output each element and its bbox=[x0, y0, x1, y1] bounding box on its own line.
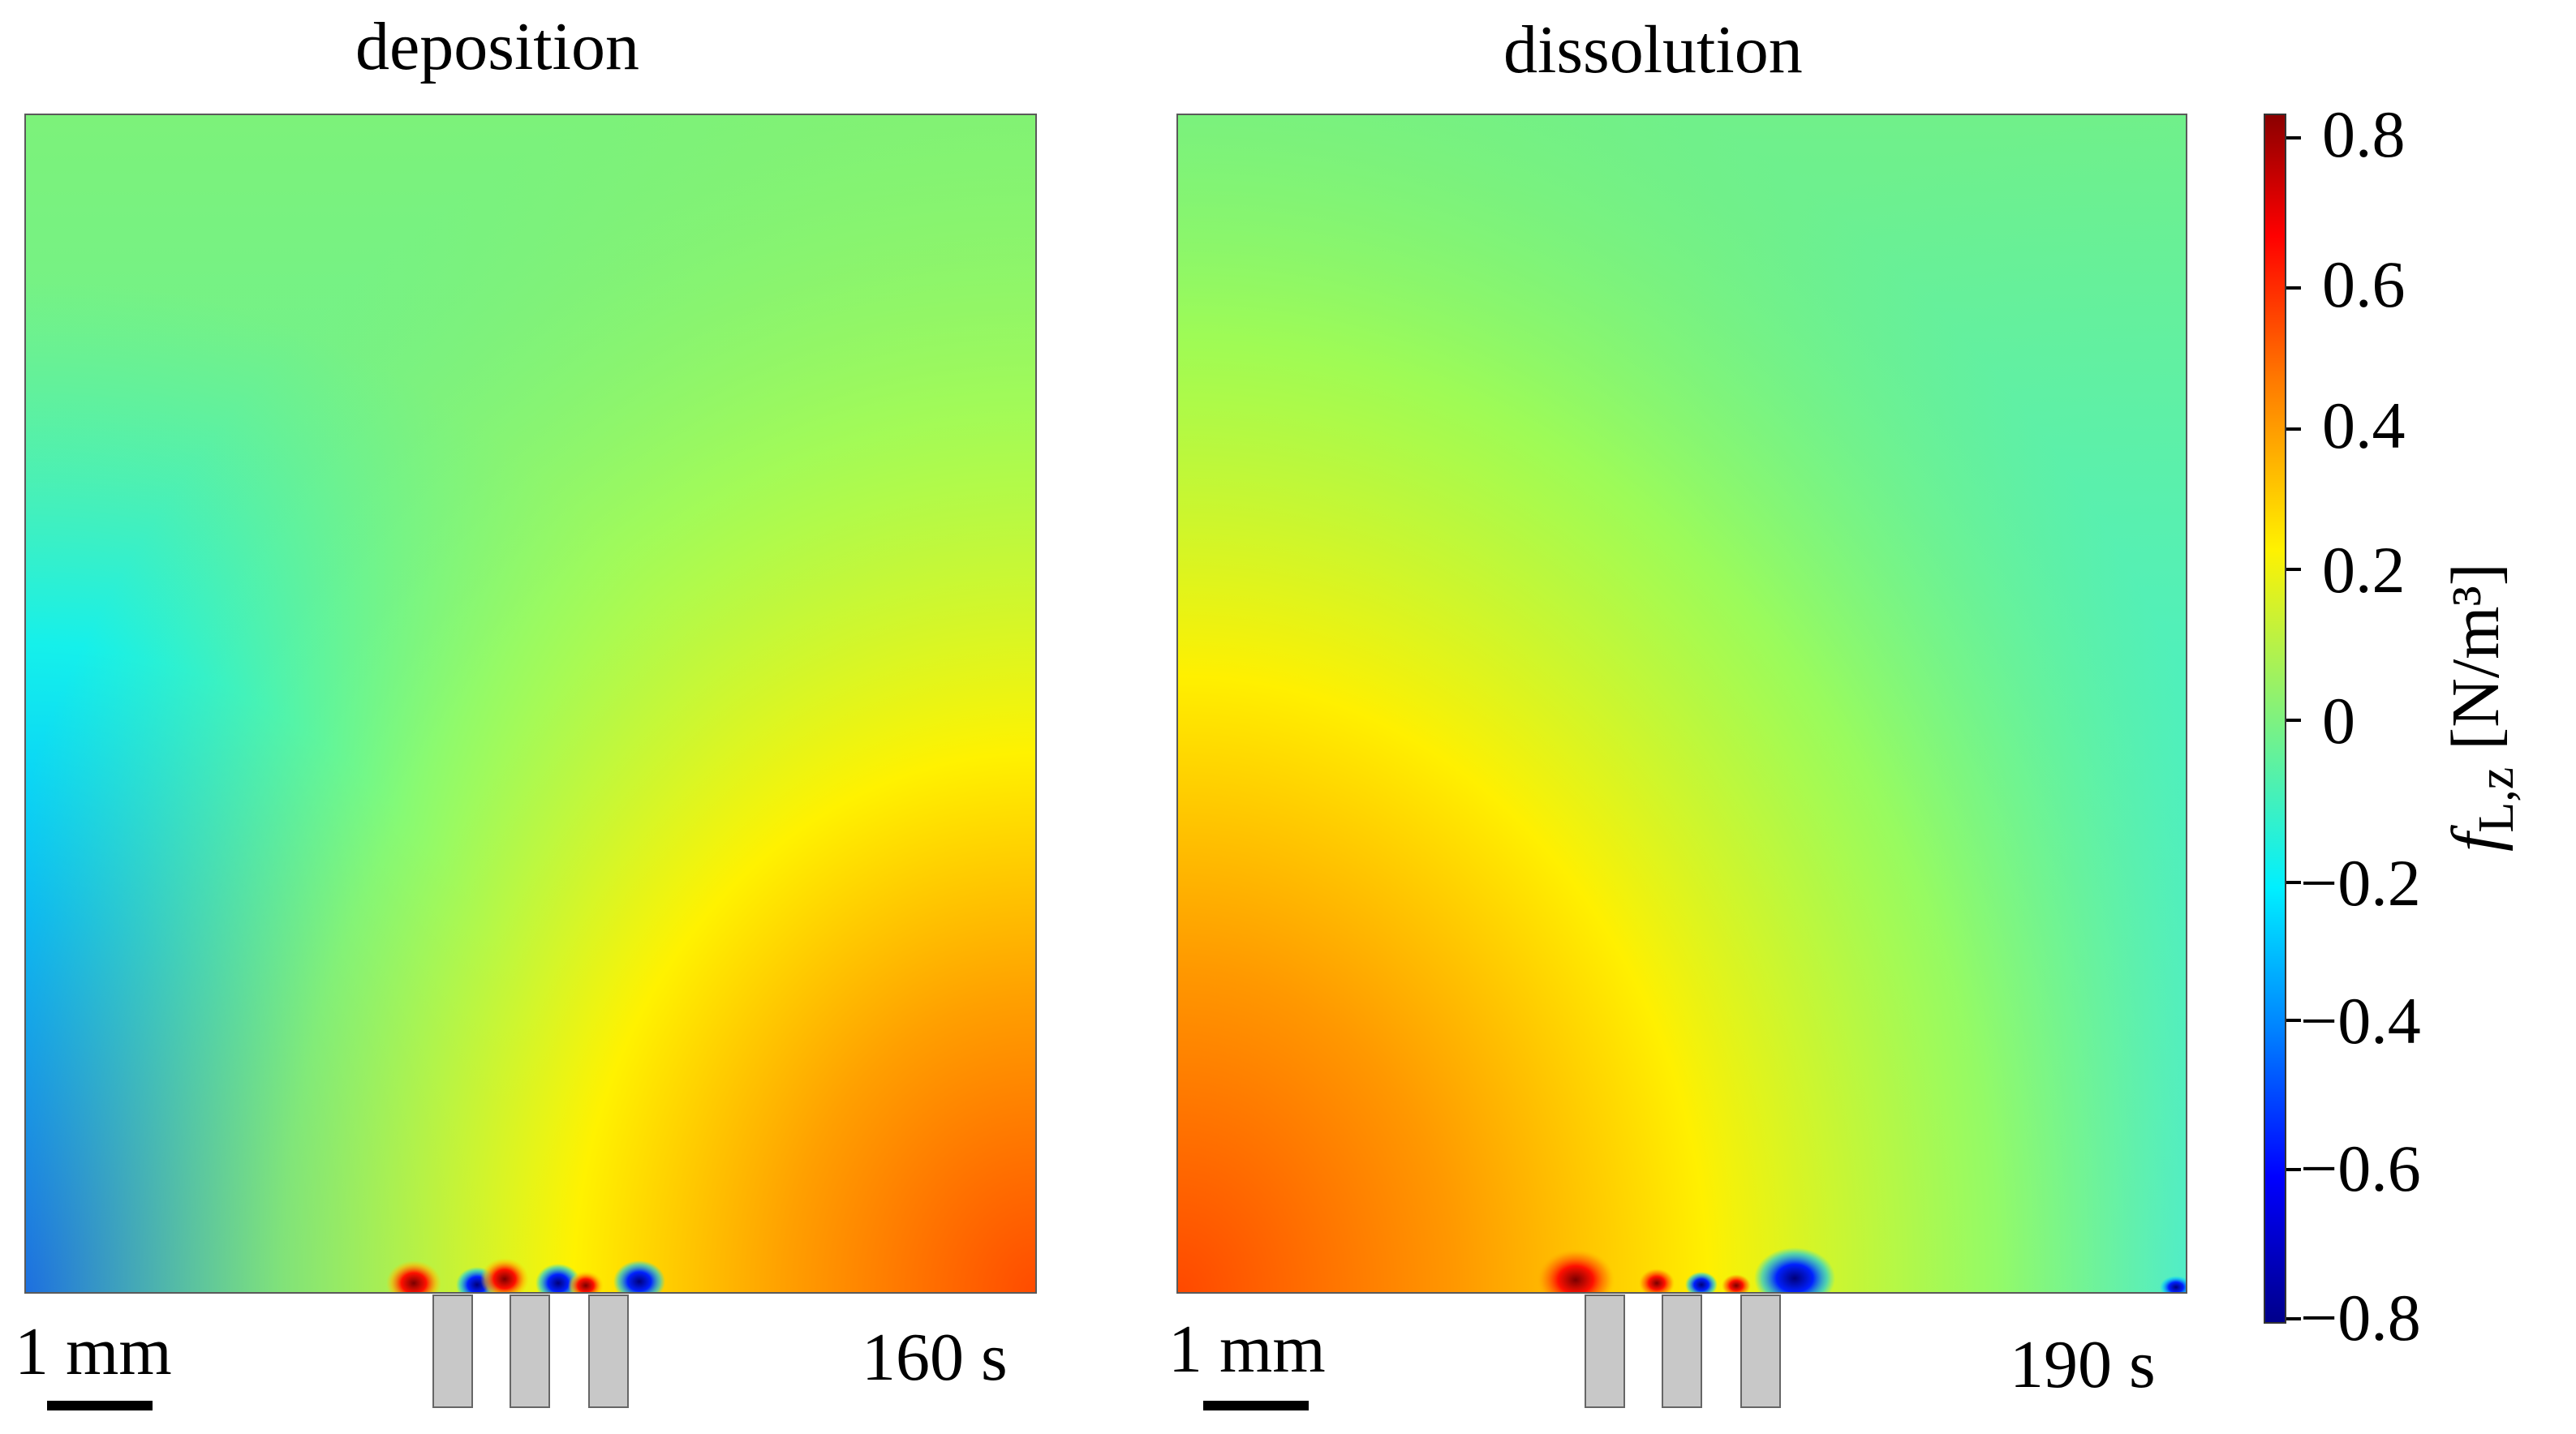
field-map-dissolution bbox=[1176, 114, 2187, 1294]
electrode-3-dissolution bbox=[1740, 1294, 1781, 1408]
electrode-2-dissolution bbox=[1662, 1294, 1702, 1408]
electrode-1-deposition bbox=[432, 1294, 473, 1408]
field-colormap-deposition bbox=[26, 115, 1035, 1292]
panel-title-dissolution: dissolution bbox=[1503, 12, 1803, 88]
colorbar-tick bbox=[2286, 1168, 2301, 1171]
field-colormap-dissolution bbox=[1178, 115, 2186, 1292]
scale-bar-dissolution bbox=[1203, 1401, 1309, 1410]
colorbar-tick bbox=[2286, 1317, 2301, 1320]
colorbar-tick-label: 0.6 bbox=[2322, 247, 2406, 321]
colorbar-quantity: f bbox=[2438, 832, 2514, 852]
colorbar-tick-label: 0.2 bbox=[2322, 533, 2406, 607]
colorbar-tick-label: −0.6 bbox=[2300, 1131, 2421, 1205]
colorbar-tick-label: 0 bbox=[2322, 684, 2355, 758]
colorbar-tick-label: −0.2 bbox=[2300, 846, 2421, 920]
colorbar-unit: [N/m³] bbox=[2438, 563, 2514, 750]
colorbar bbox=[2264, 114, 2286, 1324]
colorbar-tick bbox=[2286, 1019, 2301, 1022]
scale-bar-deposition bbox=[47, 1401, 153, 1410]
electrode-1-dissolution bbox=[1585, 1294, 1625, 1408]
colorbar-tick bbox=[2286, 427, 2301, 431]
scale-label-deposition: 1 mm bbox=[15, 1314, 172, 1389]
colorbar-tick-label: 0.8 bbox=[2322, 97, 2406, 171]
colorbar-tick bbox=[2286, 286, 2301, 290]
colorbar-tick bbox=[2286, 136, 2301, 140]
colorbar-tick-label: −0.4 bbox=[2300, 984, 2421, 1058]
colorbar-tick-label: −0.8 bbox=[2300, 1281, 2421, 1355]
panel-title-deposition: deposition bbox=[355, 9, 639, 84]
colorbar-tick bbox=[2286, 568, 2301, 571]
field-map-deposition bbox=[24, 114, 1037, 1294]
electrode-3-deposition bbox=[588, 1294, 629, 1408]
time-label-deposition: 160 s bbox=[862, 1320, 1008, 1395]
colorbar-tick bbox=[2286, 719, 2301, 722]
colorbar-subscript: L,z bbox=[2468, 766, 2524, 833]
colorbar-title: fL,z [N/m³] bbox=[2436, 397, 2524, 852]
colorbar-tick-label: 0.4 bbox=[2322, 389, 2406, 462]
electrode-2-deposition bbox=[510, 1294, 550, 1408]
scale-label-dissolution: 1 mm bbox=[1168, 1312, 1326, 1387]
colorbar-tick bbox=[2286, 881, 2301, 884]
time-label-dissolution: 190 s bbox=[2010, 1327, 2156, 1402]
